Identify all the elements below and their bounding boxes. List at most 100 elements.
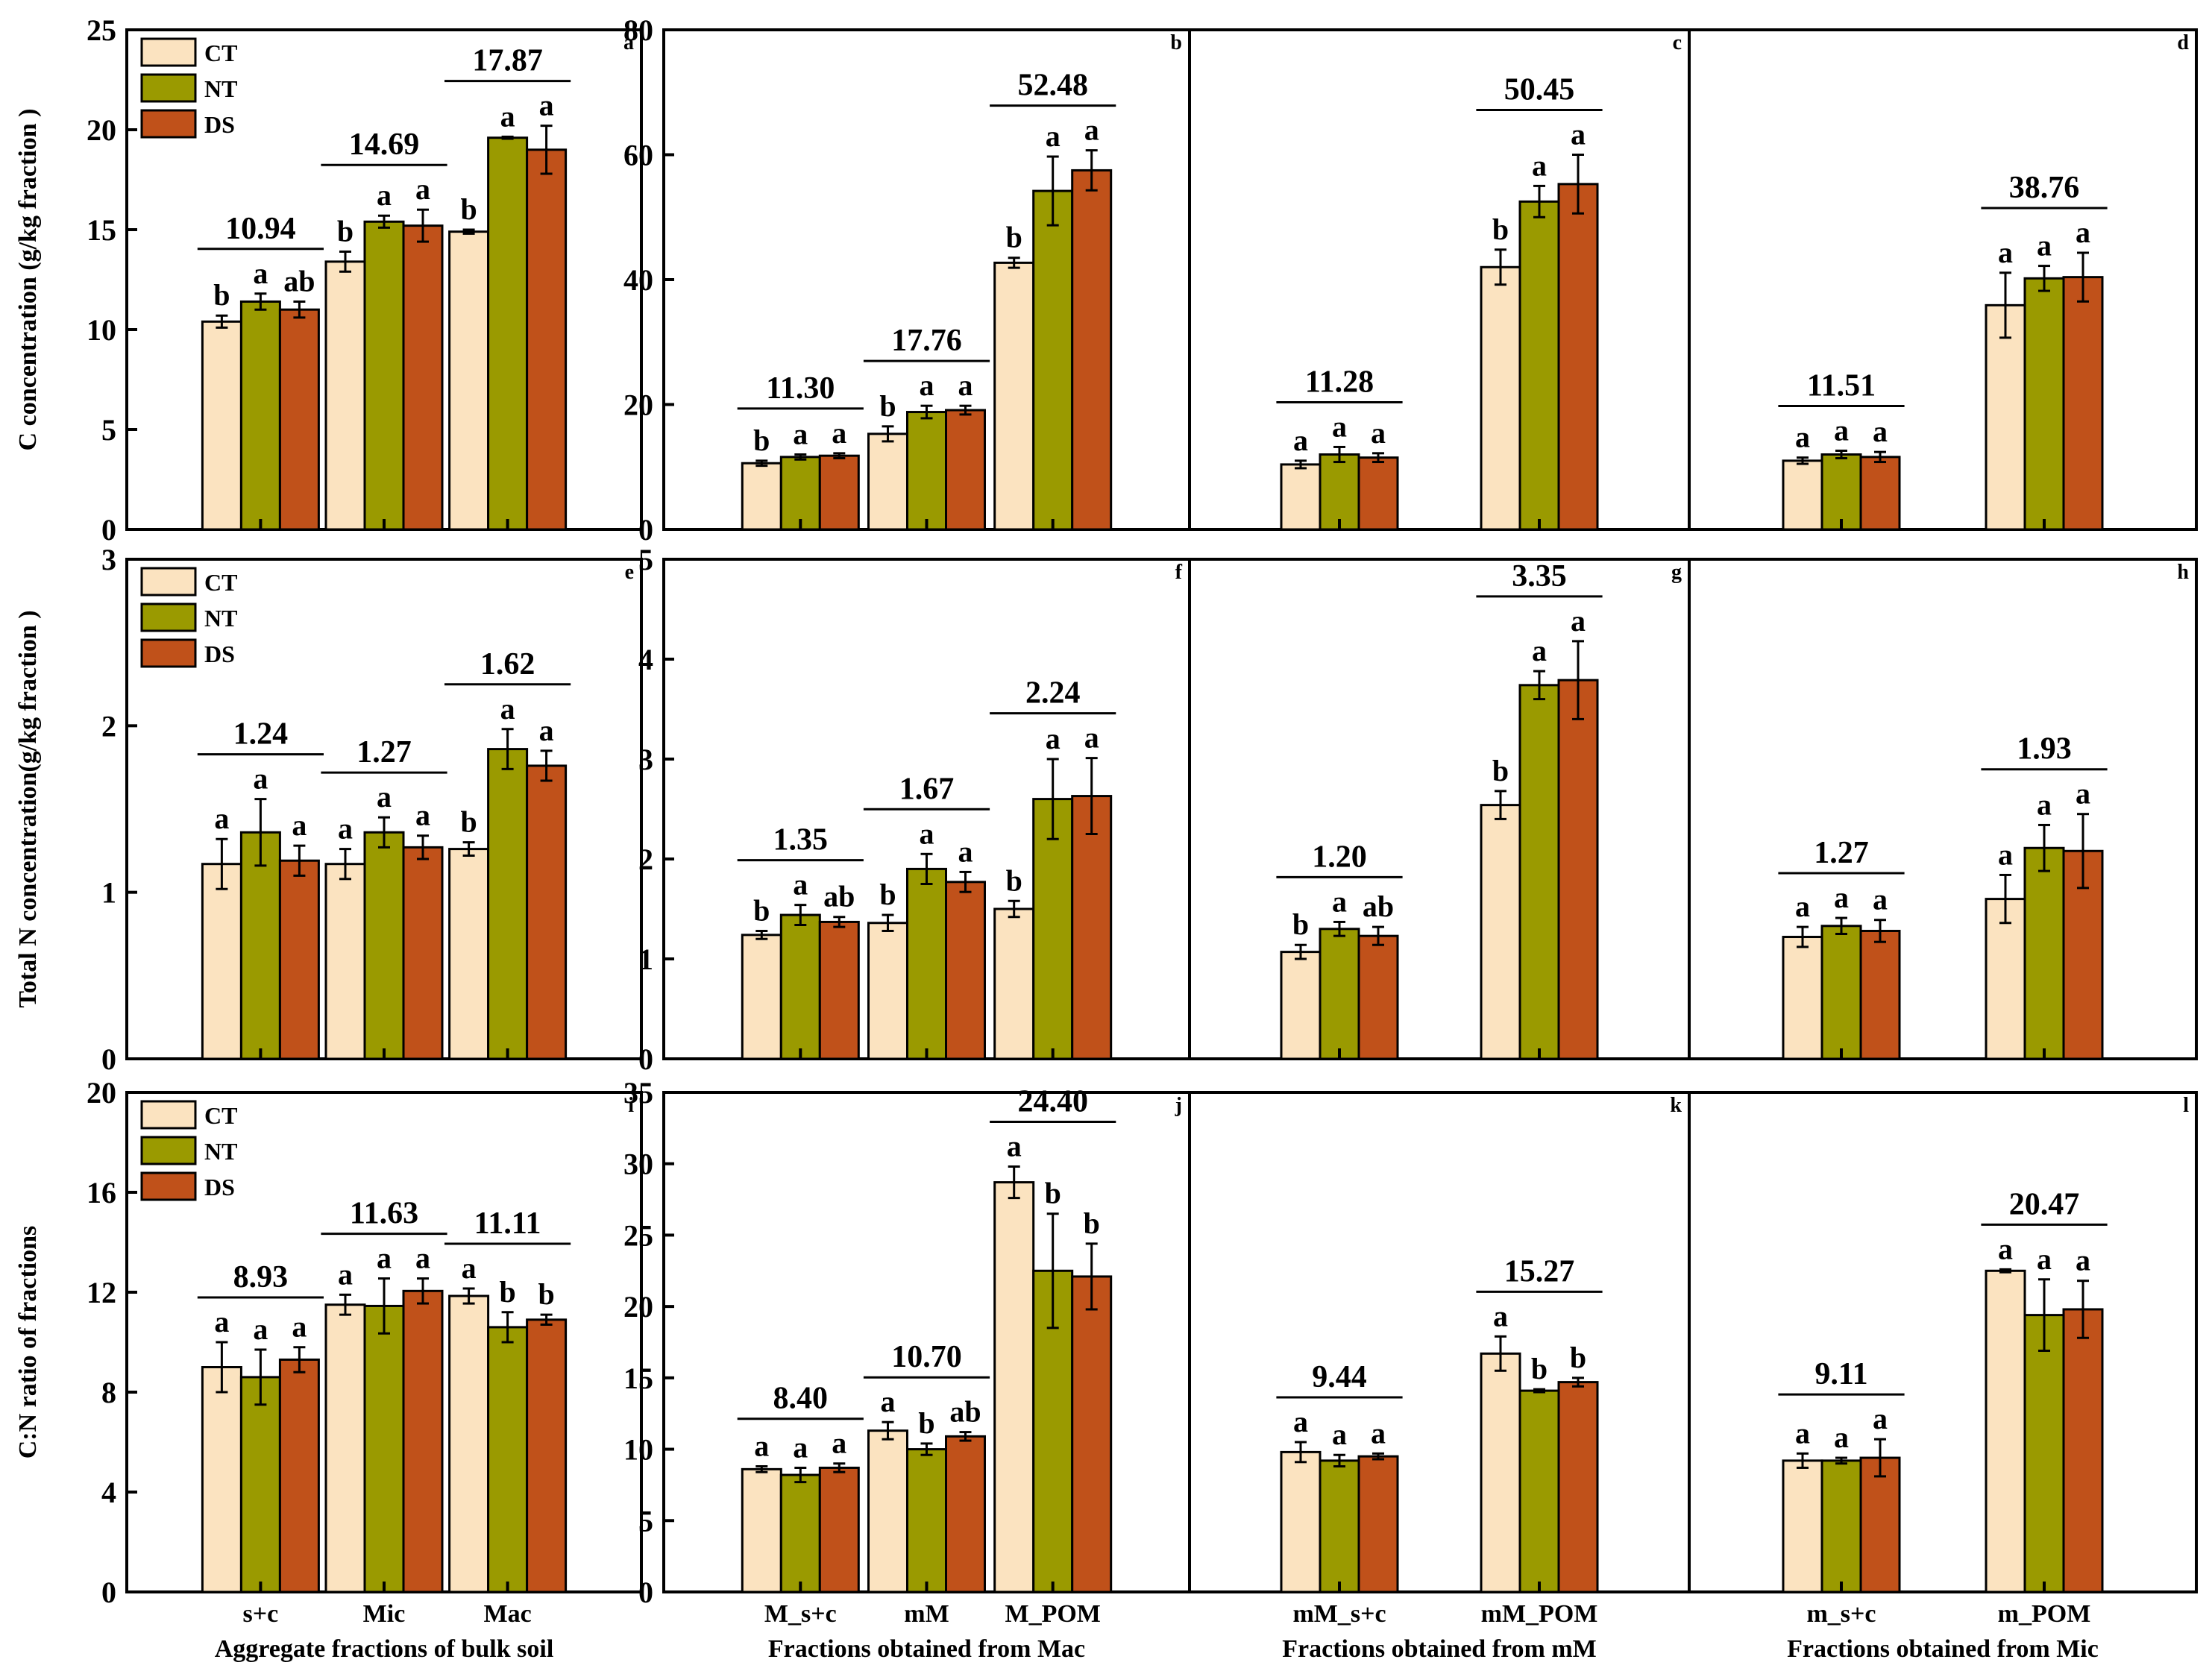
- significance-letter: a: [958, 368, 973, 402]
- mean-value: 17.76: [891, 324, 962, 358]
- bar-DS: [278, 1358, 320, 1593]
- significance-letter: a: [539, 89, 554, 122]
- bar-CT: [1782, 459, 1823, 531]
- significance-letter: b: [753, 893, 770, 927]
- significance-letter: a: [338, 1257, 353, 1291]
- bar-group-m_POM: a a a20.47m_POM: [1981, 1187, 2108, 1628]
- legend-label-CT: CT: [204, 40, 237, 66]
- y-tick-label: 0: [638, 1042, 653, 1076]
- bar-group-mM_s+c: a a a11.28: [1276, 365, 1403, 531]
- significance-letter: a: [377, 1242, 392, 1275]
- bar-NT: [1518, 684, 1560, 1060]
- bar-DS: [278, 859, 320, 1060]
- mean-value: 11.28: [1305, 365, 1374, 399]
- significance-letter: a: [958, 834, 973, 868]
- x-tick-label: M_POM: [1005, 1600, 1100, 1628]
- bar-NT: [2023, 277, 2065, 531]
- significance-letter: a: [1834, 1420, 1849, 1454]
- legend-label-CT: CT: [204, 1102, 237, 1129]
- bar-NT: [1319, 1459, 1360, 1593]
- bar-DS: [2062, 276, 2104, 531]
- bar-DS: [945, 409, 986, 531]
- x-axis-title: Fractions obtained from mM: [1282, 1635, 1596, 1663]
- bar-CT: [741, 1467, 782, 1593]
- significance-letter: a: [214, 802, 229, 835]
- significance-letter: a: [1493, 1299, 1508, 1332]
- bar-CT: [1985, 303, 2026, 531]
- legend-label-DS: DS: [204, 111, 235, 138]
- mean-value: 11.11: [474, 1206, 541, 1241]
- bar-CT: [201, 863, 242, 1060]
- bar-DS: [1357, 934, 1399, 1060]
- bar-NT: [2023, 846, 2065, 1060]
- bar-DS: [1859, 929, 1901, 1060]
- mean-value: 1.35: [773, 823, 829, 857]
- significance-letter: a: [2076, 215, 2090, 249]
- x-tick-label: s+c: [243, 1600, 279, 1628]
- y-tick-label: 0: [638, 513, 653, 547]
- panel-label: c: [1673, 31, 1682, 54]
- significance-letter: a: [462, 1251, 477, 1285]
- significance-letter: a: [2037, 1242, 2052, 1276]
- mean-value: 50.45: [1504, 73, 1575, 107]
- bar-NT: [487, 136, 529, 531]
- bar-DS: [1557, 183, 1599, 531]
- y-tick-label: 20: [87, 1076, 116, 1110]
- x-axis-title: Fractions obtained from Mac: [768, 1635, 1085, 1663]
- significance-letter: b: [337, 214, 354, 248]
- y-tick-label: 4: [638, 643, 653, 676]
- panel-frame: [1688, 558, 2198, 1060]
- panel-l: la aa9.11m_s+ca a a20.47m_POM: [1688, 1091, 2198, 1628]
- mean-value: 8.93: [233, 1260, 289, 1294]
- bar-CT: [448, 848, 490, 1060]
- bar-group-mM_s+c: ba ab 1.20: [1276, 840, 1403, 1060]
- bar-NT: [1032, 189, 1074, 531]
- bar-NT: [363, 1304, 405, 1593]
- significance-letter: a: [415, 172, 430, 206]
- bar-CT: [867, 922, 908, 1060]
- significance-letter: a: [1332, 884, 1347, 918]
- x-tick-label: Mic: [363, 1600, 406, 1628]
- y-tick-label: 16: [87, 1176, 116, 1209]
- legend-swatch-CT: [140, 567, 197, 597]
- significance-letter: a: [415, 1242, 430, 1275]
- legend-label-CT: CT: [204, 569, 237, 596]
- bar-NT: [2023, 1314, 2065, 1593]
- significance-letter: a: [793, 1430, 808, 1464]
- panel-label: h: [2177, 561, 2189, 584]
- legend-swatch-DS: [140, 638, 197, 668]
- y-axis-title: C:N ratio of fractions: [14, 1226, 42, 1459]
- y-tick-label: 3: [638, 743, 653, 776]
- significance-letter: a: [1084, 113, 1099, 147]
- y-tick-label: 15: [87, 213, 116, 247]
- significance-letter: a: [920, 368, 934, 402]
- bar-CT: [1985, 898, 2026, 1060]
- y-tick-label: 5: [101, 413, 116, 447]
- bar-DS: [402, 1289, 444, 1593]
- legend-swatch-CT: [140, 1100, 197, 1130]
- bar-DS: [945, 881, 986, 1060]
- significance-letter: a: [1532, 634, 1547, 667]
- bar-NT: [906, 411, 947, 531]
- bar-DS: [1859, 1456, 1901, 1593]
- significance-letter: a: [1873, 1402, 1888, 1435]
- bar-NT: [779, 1473, 821, 1593]
- significance-letter: a: [1332, 409, 1347, 443]
- significance-letter: b: [1570, 1341, 1586, 1374]
- significance-letter: a: [881, 1385, 896, 1418]
- bar-CT: [201, 320, 242, 531]
- mean-value: 15.27: [1504, 1254, 1575, 1288]
- bar-DS: [2062, 1308, 2104, 1593]
- panel-d: da a a11.51a a a38.76: [1688, 28, 2198, 531]
- bar-DS: [1357, 1455, 1399, 1593]
- significance-letter: a: [415, 799, 430, 832]
- significance-letter: ab: [283, 264, 315, 298]
- panel-label: j: [1175, 1094, 1182, 1117]
- significance-letter: b: [879, 389, 896, 423]
- x-axis-title: Aggregate fractions of bulk soil: [215, 1635, 554, 1663]
- y-tick-label: 0: [101, 1042, 116, 1076]
